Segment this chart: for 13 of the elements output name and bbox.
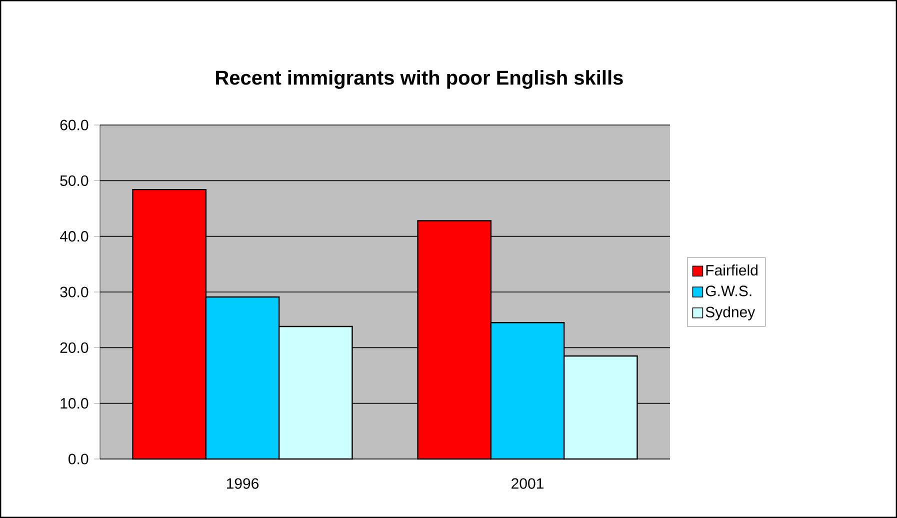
chart-title: Recent immigrants with poor English skills	[216, 70, 623, 89]
y-tick-label: 0.0	[68, 454, 88, 464]
y-tick-label: 60.0	[60, 120, 88, 130]
y-tick-label: 40.0	[60, 231, 88, 242]
y-tick-label: 20.0	[60, 342, 88, 353]
legend-label: G.W.S.	[706, 286, 752, 296]
legend-label: Sydney	[706, 306, 756, 320]
y-tick-label: 30.0	[60, 286, 88, 298]
legend-label: Fairfield	[706, 264, 758, 276]
x-tick-label: 2001	[512, 478, 544, 489]
x-tick-label: 1996	[226, 478, 259, 489]
y-tick-label: 50.0	[60, 175, 88, 186]
y-tick-label: 10.0	[60, 398, 88, 409]
